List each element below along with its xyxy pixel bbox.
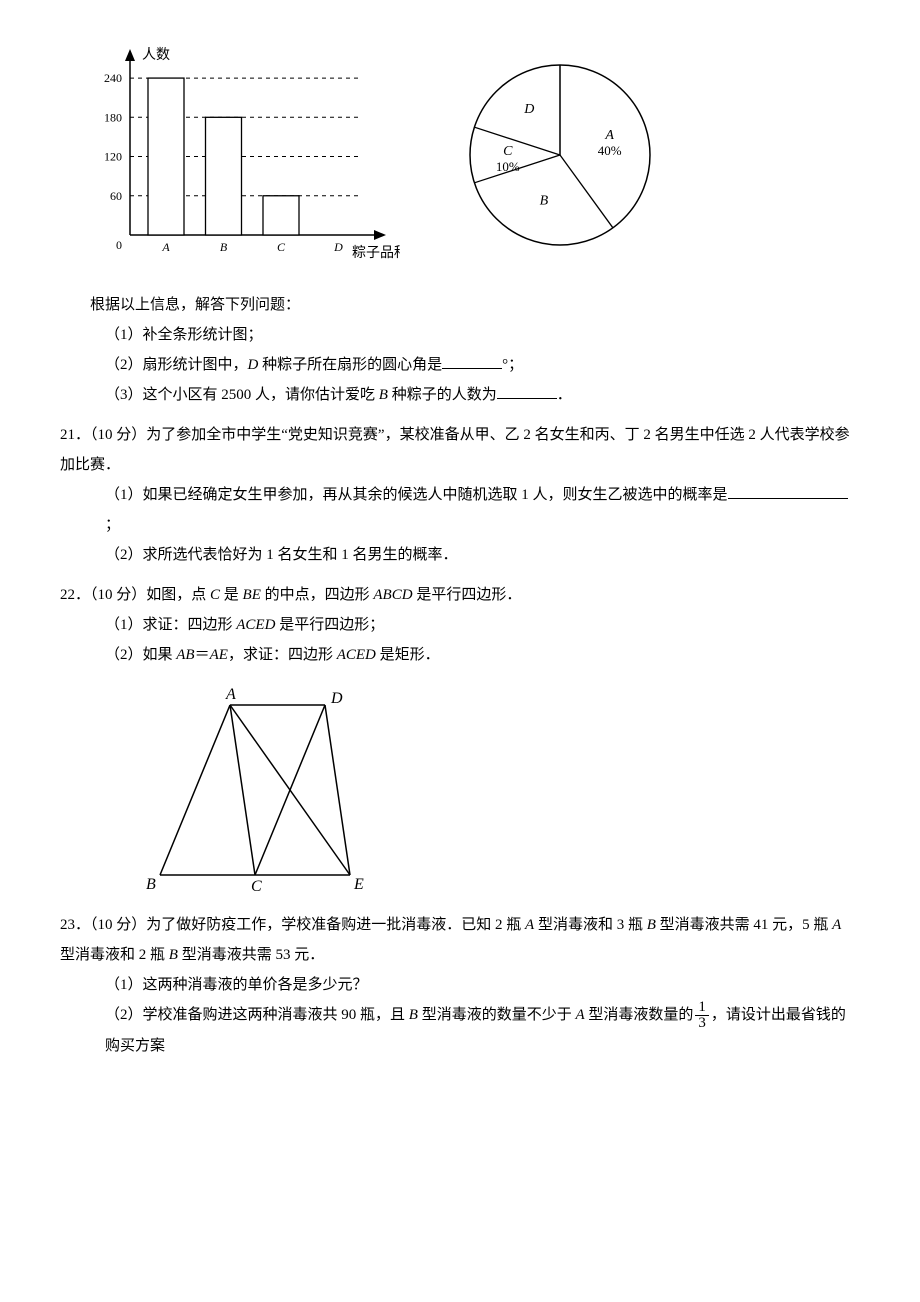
q21-p1-b: ； <box>105 517 120 533</box>
svg-text:A: A <box>161 240 170 254</box>
q23-block: 23．（10 分）为了做好防疫工作，学校准备购进一批消毒液．已知 2 瓶 A 型… <box>60 910 860 1061</box>
q23-A2: A <box>832 917 841 933</box>
frac-num: 1 <box>695 1000 709 1016</box>
q20-p2: （2）扇形统计图中，D 种粽子所在扇形的圆心角是 °； <box>105 350 860 380</box>
charts-row: 人数粽子品种060120180240ABCD A40%BC10%D <box>80 40 860 270</box>
bar-chart: 人数粽子品种 0 60 120 180 240 A B C D <box>80 40 400 270</box>
q22-p2-b: ＝ <box>195 647 210 663</box>
svg-text:E: E <box>353 876 364 893</box>
q20-p1: （1）补全条形统计图； <box>105 320 860 350</box>
q22-p1-a: （1）求证：四边形 <box>105 617 236 633</box>
q22-h-b: 是 <box>220 587 243 603</box>
q22-ACED-1: ACED <box>236 617 275 633</box>
q23-p1: （1）这两种消毒液的单价各是多少元？ <box>105 970 860 1000</box>
frac-den: 3 <box>695 1016 709 1031</box>
q23-B3: B <box>409 1007 418 1023</box>
q22-h-d: 是平行四边形． <box>413 587 522 603</box>
q23-p2: （2）学校准备购进这两种消毒液共 90 瓶，且 B 型消毒液的数量不少于 A 型… <box>105 1000 860 1061</box>
svg-text:B: B <box>146 876 156 893</box>
q22-figure: A D B C E <box>140 680 860 900</box>
q22-C: C <box>210 587 220 603</box>
q22-AB: AB <box>176 647 194 663</box>
svg-text:10%: 10% <box>496 159 520 174</box>
q20-p2-a: （2）扇形统计图中， <box>105 357 248 373</box>
q22-p2-a: （2）如果 <box>105 647 176 663</box>
q22-BE: BE <box>243 587 261 603</box>
q22-ABCD: ABCD <box>373 587 412 603</box>
q23-A3: A <box>575 1007 584 1023</box>
svg-text:B: B <box>540 194 549 209</box>
svg-text:C: C <box>277 240 286 254</box>
svg-text:C: C <box>251 878 262 895</box>
svg-text:40%: 40% <box>598 143 622 158</box>
svg-text:C: C <box>503 144 513 159</box>
svg-text:120: 120 <box>104 150 122 164</box>
q22-ACED-2: ACED <box>337 647 376 663</box>
q22-block: 22．（10 分）如图，点 C 是 BE 的中点，四边形 ABCD 是平行四边形… <box>60 580 860 900</box>
q23-p2-b: 型消毒液的数量不少于 <box>418 1007 576 1023</box>
svg-text:D: D <box>333 240 343 254</box>
svg-text:B: B <box>220 240 228 254</box>
svg-text:60: 60 <box>110 189 122 203</box>
q22-h-c: 的中点，四边形 <box>261 587 374 603</box>
svg-text:D: D <box>330 690 343 707</box>
q21-header: 21．（10 分）为了参加全市中学生“党史知识竞赛”，某校准备从甲、乙 2 名女… <box>60 420 860 480</box>
q20-B: B <box>379 387 388 403</box>
q21-blank <box>728 482 848 500</box>
q20-block: 根据以上信息，解答下列问题： （1）补全条形统计图； （2）扇形统计图中，D 种… <box>60 290 860 410</box>
q22-h-a: 22．（10 分）如图，点 <box>60 587 210 603</box>
svg-text:240: 240 <box>104 71 122 85</box>
q23-header: 23．（10 分）为了做好防疫工作，学校准备购进一批消毒液．已知 2 瓶 A 型… <box>60 910 860 970</box>
q20-D: D <box>248 357 259 373</box>
q22-p1-b: 是平行四边形； <box>275 617 384 633</box>
q20-p3-a: （3）这个小区有 2500 人，请你估计爱吃 <box>105 387 379 403</box>
q20-p3-b: 种粽子的人数为 <box>388 387 497 403</box>
q21-p2: （2）求所选代表恰好为 1 名女生和 1 名男生的概率． <box>105 540 860 570</box>
q20-blank-angle <box>442 352 502 370</box>
q21-block: 21．（10 分）为了参加全市中学生“党史知识竞赛”，某校准备从甲、乙 2 名女… <box>60 420 860 570</box>
svg-text:0: 0 <box>116 238 122 252</box>
q20-p2-c: °； <box>502 357 523 373</box>
q21-p1: （1）如果已经确定女生甲参加，再从其余的候选人中随机选取 1 人，则女生乙被选中… <box>105 480 860 540</box>
q22-p2: （2）如果 AB＝AE，求证：四边形 ACED 是矩形． <box>105 640 860 670</box>
q20-p2-b: 种粽子所在扇形的圆心角是 <box>258 357 442 373</box>
q23-h-e: 型消毒液共需 53 元． <box>178 947 324 963</box>
q20-blank-count <box>497 382 557 400</box>
q23-p2-c: 型消毒液数量的 <box>585 1007 694 1023</box>
svg-text:A: A <box>604 128 614 143</box>
q22-header: 22．（10 分）如图，点 C 是 BE 的中点，四边形 ABCD 是平行四边形… <box>60 580 860 610</box>
svg-text:粽子品种: 粽子品种 <box>352 245 400 261</box>
q22-p2-d: 是矩形． <box>376 647 440 663</box>
q23-B2: B <box>169 947 178 963</box>
q23-A1: A <box>525 917 534 933</box>
q23-h-b: 型消毒液和 3 瓶 <box>534 917 647 933</box>
q22-p1: （1）求证：四边形 ACED 是平行四边形； <box>105 610 860 640</box>
q20-p3-c: ． <box>557 387 572 403</box>
q23-h-d: 型消毒液和 2 瓶 <box>60 947 169 963</box>
pie-chart: A40% B C10% D <box>440 45 680 265</box>
svg-text:D: D <box>523 102 534 117</box>
q22-AE: AE <box>210 647 228 663</box>
q22-p2-c: ，求证：四边形 <box>228 647 337 663</box>
svg-text:A: A <box>225 686 236 703</box>
q23-h-c: 型消毒液共需 41 元，5 瓶 <box>656 917 832 933</box>
q23-p2-a: （2）学校准备购进这两种消毒液共 90 瓶，且 <box>105 1007 409 1023</box>
q23-h-a: 23．（10 分）为了做好防疫工作，学校准备购进一批消毒液．已知 2 瓶 <box>60 917 525 933</box>
q20-intro: 根据以上信息，解答下列问题： <box>90 290 860 320</box>
parallelogram-diagram: A D B C E <box>140 680 400 900</box>
fraction-one-third: 13 <box>695 1000 709 1031</box>
q23-B1: B <box>647 917 656 933</box>
svg-text:人数: 人数 <box>142 47 170 63</box>
q21-p1-a: （1）如果已经确定女生甲参加，再从其余的候选人中随机选取 1 人，则女生乙被选中… <box>105 487 728 503</box>
svg-text:180: 180 <box>104 110 122 124</box>
q20-p3: （3）这个小区有 2500 人，请你估计爱吃 B 种粽子的人数为 ． <box>105 380 860 410</box>
